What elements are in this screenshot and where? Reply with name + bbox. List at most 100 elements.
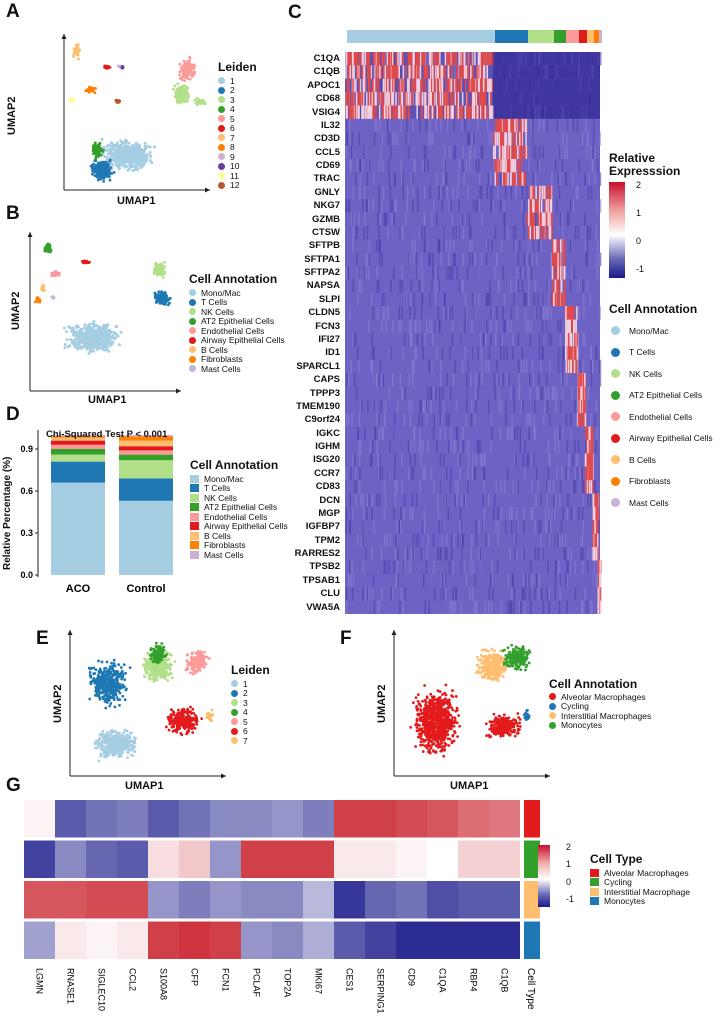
heatmap-high: [509, 159, 511, 172]
heatmap-stripe: [376, 239, 378, 252]
heatmap-stripe: [590, 346, 592, 359]
heatmap-stripe: [387, 132, 389, 145]
heatmap-stripe: [471, 413, 473, 426]
heatmap-stripe: [444, 293, 446, 306]
heatmap-stripe: [378, 279, 380, 292]
heatmap-stripe: [474, 413, 476, 426]
heatmap-high: [382, 106, 384, 119]
heatmap-stripe: [533, 172, 535, 185]
legend-d-title: Cell Annotation: [190, 458, 278, 472]
heatmap-stripe: [425, 119, 427, 132]
umap-point: [108, 337, 111, 340]
umap-point: [157, 291, 160, 294]
heatmap-high: [507, 159, 509, 172]
heatmap-stripe: [428, 253, 430, 266]
heatmap-high: [585, 427, 587, 440]
heatmap-high: [457, 79, 459, 92]
heatmap-high: [553, 239, 555, 252]
umap-point: [192, 67, 195, 70]
umap-point: [96, 168, 99, 171]
heatmap-high: [564, 279, 566, 292]
heatmap-stripe: [476, 400, 478, 413]
umap-point: [179, 97, 182, 100]
heatmap-stripe: [471, 132, 473, 145]
heatmap-stripe: [432, 132, 434, 145]
legend-item: NK Cells: [190, 493, 288, 503]
heatmap-high: [422, 79, 424, 92]
umap-point: [115, 149, 118, 152]
umap-point: [102, 341, 105, 344]
gene-label: NAPSA: [284, 280, 340, 291]
heatmap-stripe: [409, 320, 411, 333]
umap-point: [72, 54, 75, 57]
heatmap-high: [514, 119, 516, 132]
heatmap-high: [377, 52, 379, 65]
umap-point: [125, 158, 128, 161]
heatmap-stripe: [539, 159, 541, 172]
cluster-bar-segment: [495, 30, 528, 43]
heatmap-high: [574, 346, 576, 359]
gene-label: CAPS: [284, 374, 340, 385]
legend-label: 8: [230, 142, 235, 152]
heatmap-stripe: [390, 279, 392, 292]
heatmap-high: [591, 453, 593, 466]
heatmap-stripe: [445, 306, 447, 319]
heatmap-stripe: [586, 146, 588, 159]
umap-point: [195, 97, 198, 100]
heatmap-high: [564, 253, 566, 266]
heatmap-stripe: [560, 320, 562, 333]
heatmap-stripe: [444, 239, 446, 252]
heatmap-stripe: [446, 239, 448, 252]
gene-label: CD3D: [284, 133, 340, 144]
heatmap-stripe: [440, 186, 442, 199]
heatmap-stripe: [446, 266, 448, 279]
heatmap-high: [437, 79, 439, 92]
heatmap-stripe: [560, 400, 562, 413]
heatmap-row: [345, 199, 600, 212]
heatmap-high: [456, 79, 458, 92]
heatmap-high: [505, 159, 507, 172]
heatmap-stripe: [467, 266, 469, 279]
heatmap-stripe: [529, 253, 531, 266]
bar-segment: [51, 483, 105, 575]
heatmap-stripe: [444, 146, 446, 159]
legend-label: 2: [230, 85, 235, 95]
heatmap-high: [452, 106, 454, 119]
heatmap-high: [448, 65, 450, 78]
umap-point: [112, 336, 115, 339]
heatmap-stripe: [440, 427, 442, 440]
heatmap-stripe: [557, 427, 559, 440]
umap-point: [118, 147, 121, 150]
heatmap-stripe: [570, 279, 572, 292]
heatmap-stripe: [439, 387, 441, 400]
heatmap-stripe: [503, 266, 505, 279]
legend-label: Fibroblasts: [201, 354, 243, 364]
heatmap-stripe: [367, 172, 369, 185]
heatmap-stripe: [432, 333, 434, 346]
heatmap-high: [449, 52, 451, 65]
heatmap-stripe: [535, 427, 537, 440]
legend-swatch: [218, 77, 225, 84]
legend-item: B Cells: [189, 345, 285, 355]
umap-point: [146, 145, 149, 148]
heatmap-high: [437, 65, 439, 78]
heatmap-stripe: [469, 226, 471, 239]
heatmap-stripe: [377, 306, 379, 319]
heatmap-stripe: [424, 333, 426, 346]
heatmap-stripe: [352, 226, 354, 239]
heatmap-stripe: [398, 320, 400, 333]
y-tick-label: 0.9: [20, 444, 33, 454]
heatmap-stripe: [425, 146, 427, 159]
heatmap-high: [536, 199, 538, 212]
heatmap-stripe: [525, 306, 527, 319]
heatmap-stripe: [459, 159, 461, 172]
heatmap-high: [364, 65, 366, 78]
heatmap-high: [526, 213, 528, 226]
heatmap-high: [345, 65, 347, 78]
heatmap-stripe: [521, 400, 523, 413]
heatmap-high: [424, 52, 426, 65]
umap-point: [74, 345, 77, 348]
heatmap-high: [499, 146, 501, 159]
heatmap-high: [364, 52, 366, 65]
